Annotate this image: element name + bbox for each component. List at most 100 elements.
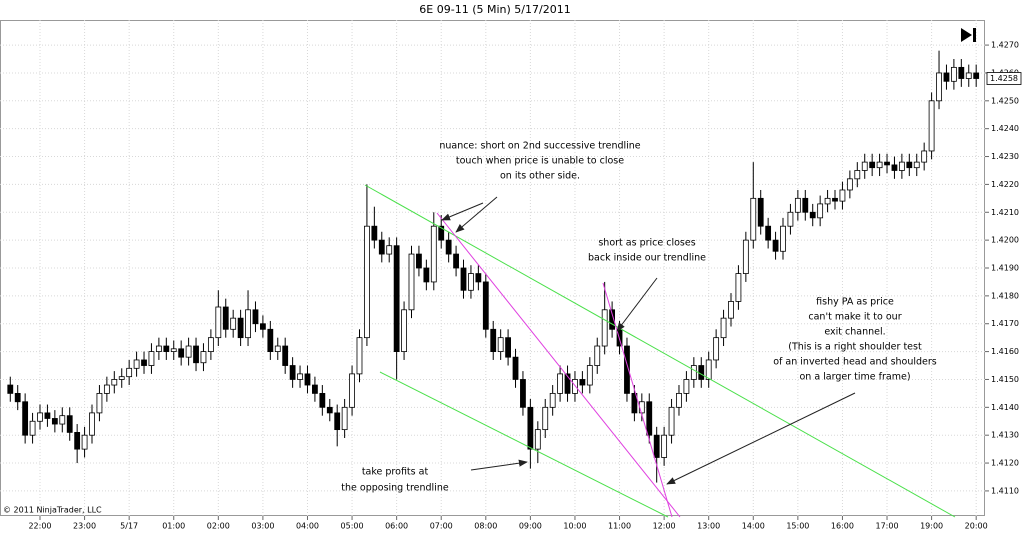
y-tick-label: 1.4240	[991, 124, 1019, 133]
candle-body	[950, 66, 957, 82]
annotation: touch when price is unable to close	[456, 156, 624, 167]
y-tick-label: 1.4250	[991, 96, 1019, 105]
candle-body	[839, 189, 846, 202]
candle-body	[936, 72, 942, 102]
candle-body	[772, 239, 779, 252]
candle-body	[334, 412, 341, 431]
candle-body	[728, 301, 734, 319]
jump-to-end-icon[interactable]	[961, 28, 976, 42]
y-tick-label: 1.4210	[991, 208, 1019, 217]
annotation: short as price closes	[598, 238, 695, 249]
candle-body	[460, 267, 467, 291]
candle-body	[661, 434, 668, 458]
candle-body	[133, 359, 140, 369]
candle-body	[59, 415, 66, 425]
candle-body	[193, 345, 199, 364]
y-tick-label: 1.4200	[991, 236, 1019, 245]
annotation: on its other side.	[500, 171, 580, 182]
candle-body	[676, 392, 682, 408]
candle-body	[155, 345, 162, 352]
candle-body	[817, 203, 824, 219]
candle-body	[364, 225, 370, 339]
candle-body	[178, 348, 185, 358]
candle-body	[809, 211, 816, 219]
candle-body	[549, 392, 556, 408]
candle-body	[378, 239, 385, 255]
candle-body	[780, 225, 786, 252]
trendline	[379, 371, 669, 518]
candle-body	[913, 161, 920, 169]
candle-body	[854, 170, 861, 180]
y-tick-label: 1.4110	[991, 486, 1019, 495]
candle-body	[453, 253, 459, 269]
y-tick-label: 1.4120	[991, 459, 1019, 468]
candle-body	[468, 273, 474, 291]
candle-body	[341, 406, 348, 431]
annotation: (This is a right shoulder test	[788, 342, 922, 353]
candle-body	[393, 245, 400, 352]
candle-body	[356, 337, 363, 375]
candle-body	[624, 345, 630, 394]
candle-body	[416, 253, 422, 269]
y-tick-label: 1.4190	[991, 264, 1019, 273]
candle-body	[572, 379, 578, 394]
annotation: exit channel.	[824, 327, 885, 338]
candle-body	[490, 328, 497, 352]
candle-body	[312, 384, 318, 394]
candle-body	[371, 225, 378, 241]
x-tick-label: 01:00	[162, 522, 185, 531]
candle-body	[163, 345, 170, 352]
candle-body	[668, 406, 675, 436]
arrow	[616, 277, 658, 332]
candle-body	[884, 161, 890, 166]
candle-body	[906, 161, 913, 169]
candle-body	[609, 309, 616, 330]
candle-body	[29, 420, 36, 436]
candle-body	[475, 273, 482, 283]
candle-body	[742, 239, 749, 274]
arrow	[666, 392, 856, 485]
candle-body	[965, 72, 972, 79]
x-tick-label: 23:00	[73, 522, 96, 531]
candle-body	[497, 337, 504, 352]
x-tick-label: 17:00	[875, 522, 898, 531]
annotation: of an inverted head and shoulders	[773, 357, 937, 368]
x-tick-label: 06:00	[385, 522, 408, 531]
candle-body	[512, 356, 519, 380]
candle-body	[832, 197, 838, 202]
x-tick-label: 10:00	[563, 522, 586, 531]
x-tick-label: 5/17	[120, 522, 138, 531]
annotations: nuance: short on 2nd successive trendlin…	[341, 141, 937, 494]
candle-body	[943, 72, 950, 82]
candle-body	[564, 373, 571, 394]
candle-body	[631, 392, 638, 414]
candle-body	[118, 376, 125, 380]
x-tick-label: 15:00	[786, 522, 809, 531]
candle-body	[103, 384, 110, 394]
candle-body	[207, 337, 214, 352]
candle-body	[289, 365, 296, 380]
candle-body	[148, 351, 155, 366]
trendline	[364, 184, 956, 518]
x-tick-label: 13:00	[697, 522, 720, 531]
candle-body	[326, 406, 333, 414]
annotation: nuance: short on 2nd successive trendlin…	[439, 141, 640, 152]
candle-body	[713, 337, 720, 361]
candle-body	[765, 225, 772, 241]
x-tick-label: 22:00	[28, 522, 51, 531]
candle-body	[349, 373, 355, 408]
candle-body	[683, 379, 690, 394]
annotation: fishy PA as price	[816, 297, 894, 308]
candle-body	[230, 317, 237, 330]
candle-body	[297, 373, 303, 380]
candle-body	[542, 406, 549, 431]
candle-body	[200, 351, 207, 364]
y-tick-label: 1.4160	[991, 347, 1019, 356]
candle-body	[185, 345, 192, 358]
candle-body	[534, 429, 541, 450]
candles	[7, 50, 980, 483]
last-price-label: 1.4258	[990, 74, 1018, 83]
candle-body	[259, 323, 266, 330]
candle-body	[505, 337, 511, 358]
